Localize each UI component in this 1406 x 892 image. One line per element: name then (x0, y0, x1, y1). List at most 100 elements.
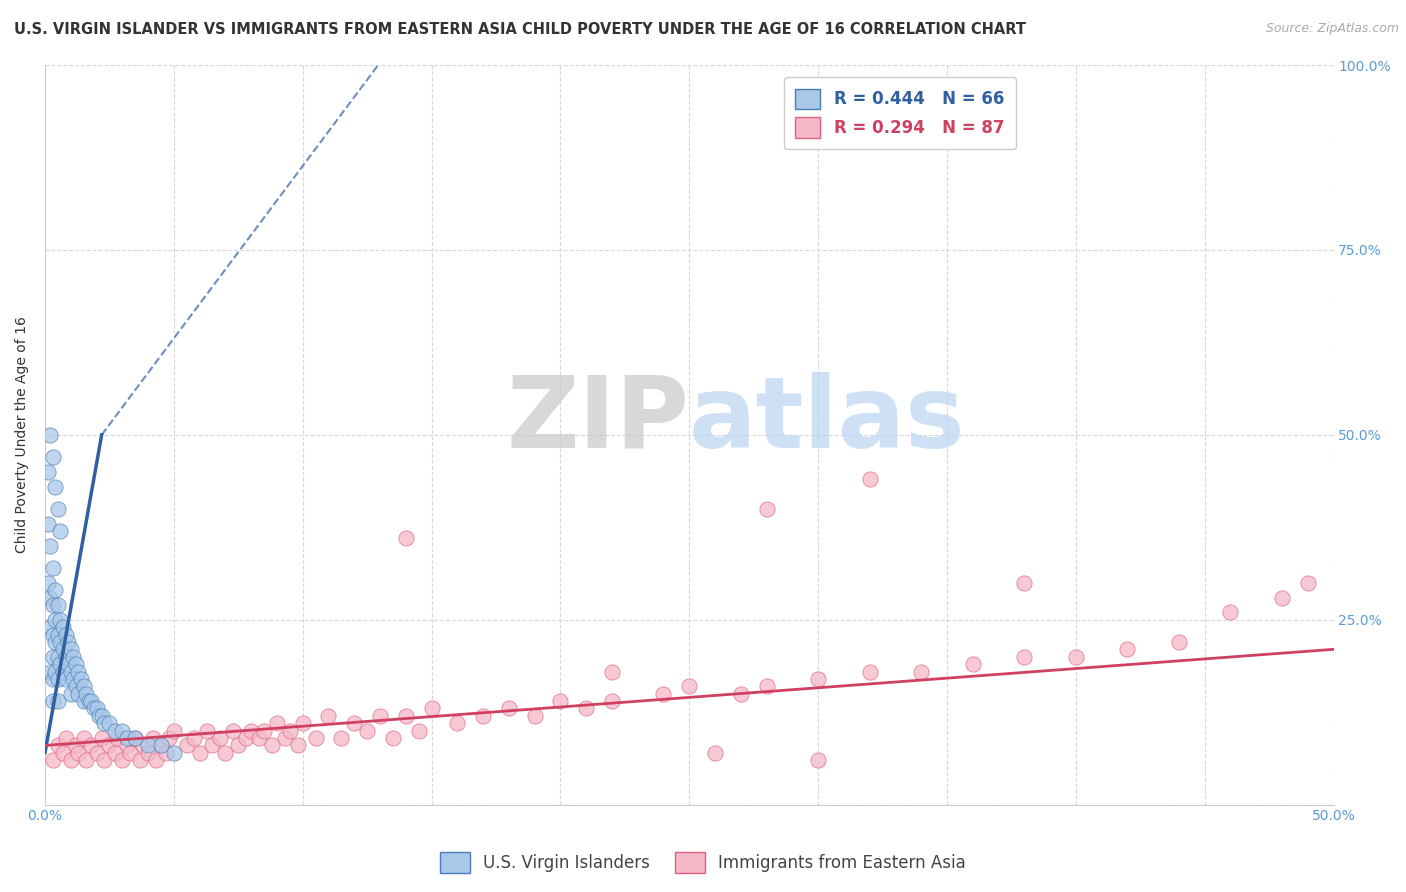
Point (1012, 575, 1035, 590)
Point (49, 657, 72, 672)
Point (136, 746, 159, 760)
Point (704, 746, 727, 760)
Point (52, 665, 75, 679)
Point (117, 739, 139, 753)
Point (755, 501, 778, 516)
Point (1012, 649, 1035, 664)
Point (41, 672, 63, 686)
Point (240, 723, 263, 738)
Point (188, 746, 211, 760)
Point (1116, 642, 1139, 657)
Point (472, 709, 495, 723)
Point (103, 746, 125, 760)
Point (41, 649, 63, 664)
Text: atlas: atlas (689, 372, 966, 468)
Point (46, 627, 69, 641)
Point (59, 665, 82, 679)
Point (52, 746, 75, 760)
Point (41, 753, 63, 767)
Point (41, 598, 63, 612)
Point (1296, 575, 1319, 590)
Point (59, 753, 82, 767)
Point (77, 694, 100, 708)
Point (75, 687, 97, 701)
Point (44, 613, 66, 627)
Legend: R = 0.444   N = 66, R = 0.294   N = 87: R = 0.444 N = 66, R = 0.294 N = 87 (783, 77, 1017, 150)
Point (39, 539, 62, 553)
Point (55, 672, 77, 686)
Point (80, 739, 103, 753)
Point (44, 665, 66, 679)
Point (59, 642, 82, 657)
Point (41, 694, 63, 708)
Point (46, 649, 69, 664)
Point (1271, 591, 1294, 605)
Point (266, 716, 288, 731)
Point (67, 687, 90, 701)
Point (195, 723, 218, 738)
Point (49, 635, 72, 649)
Point (163, 723, 186, 738)
Point (90, 709, 112, 723)
Point (226, 739, 249, 753)
Point (550, 694, 572, 708)
Point (39, 591, 62, 605)
Point (678, 679, 700, 693)
Point (149, 739, 172, 753)
Point (1167, 635, 1189, 649)
Point (755, 679, 778, 693)
Point (72, 731, 94, 745)
Point (67, 746, 90, 760)
Point (49, 524, 72, 538)
Legend: U.S. Virgin Islanders, Immigrants from Eastern Asia: U.S. Virgin Islanders, Immigrants from E… (433, 846, 973, 880)
Point (103, 723, 125, 738)
Point (111, 723, 134, 738)
Point (37, 575, 59, 590)
Point (176, 739, 198, 753)
Point (44, 635, 66, 649)
Point (446, 716, 468, 731)
Point (86, 701, 108, 715)
Point (72, 694, 94, 708)
Point (163, 746, 186, 760)
Point (260, 739, 283, 753)
Point (395, 532, 418, 546)
Point (408, 723, 430, 738)
Point (37, 516, 59, 531)
Point (41, 450, 63, 464)
Point (859, 472, 882, 486)
Point (420, 701, 443, 715)
Point (65, 679, 87, 693)
Point (209, 731, 232, 745)
Point (381, 731, 404, 745)
Point (730, 687, 752, 701)
Point (55, 731, 77, 745)
Point (39, 620, 62, 634)
Point (807, 753, 830, 767)
Point (129, 753, 152, 767)
Point (247, 731, 270, 745)
Point (117, 731, 139, 745)
Point (44, 480, 66, 494)
Point (330, 731, 353, 745)
Point (87, 709, 110, 723)
Point (149, 739, 172, 753)
Point (62, 649, 84, 664)
Point (304, 731, 326, 745)
Point (235, 731, 257, 745)
Point (67, 665, 90, 679)
Point (70, 672, 93, 686)
Point (124, 731, 146, 745)
Point (65, 657, 87, 672)
Point (368, 709, 391, 723)
Point (46, 598, 69, 612)
Point (1064, 649, 1087, 664)
Point (652, 687, 675, 701)
Point (72, 679, 94, 693)
Point (55, 627, 77, 641)
Point (395, 709, 418, 723)
Point (111, 753, 134, 767)
Point (291, 716, 314, 731)
Point (41, 627, 63, 641)
Point (124, 731, 146, 745)
